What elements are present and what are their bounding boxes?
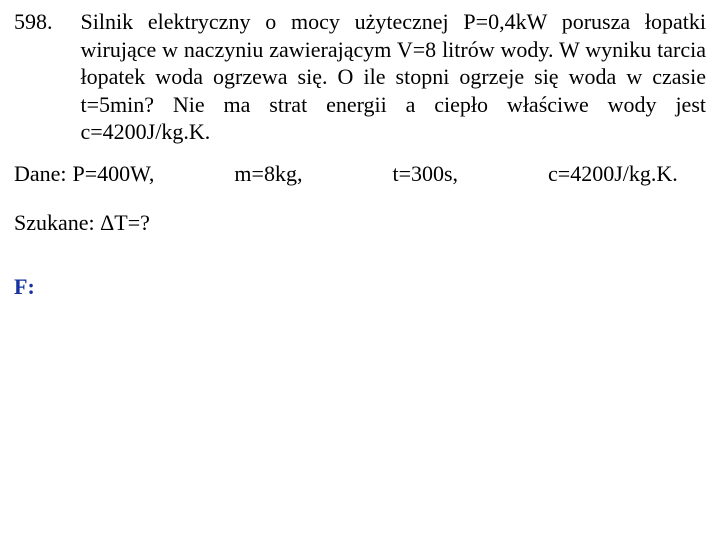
given-item-mass: m=8kg,: [234, 160, 302, 188]
sought-label: Szukane:: [14, 210, 95, 235]
given-item-time: t=300s,: [392, 160, 458, 188]
sought-row: Szukane: ΔT=?: [14, 209, 706, 237]
given-row: Dane: P=400W, m=8kg, t=300s, c=4200J/kg.…: [14, 160, 706, 188]
problem-text: Silnik elektryczny o mocy użytecznej P=0…: [57, 8, 707, 146]
given-item-power: P=400W,: [73, 160, 155, 188]
given-label: Dane:: [14, 160, 67, 188]
sought-value: ΔT=?: [100, 210, 150, 235]
given-items: P=400W, m=8kg, t=300s, c=4200J/kg.K.: [73, 160, 706, 188]
problem-statement: 598. Silnik elektryczny o mocy użyteczne…: [14, 8, 706, 146]
given-item-specific-heat: c=4200J/kg.K.: [548, 160, 678, 188]
problem-number: 598.: [14, 8, 53, 36]
f-label: F:: [14, 273, 706, 301]
